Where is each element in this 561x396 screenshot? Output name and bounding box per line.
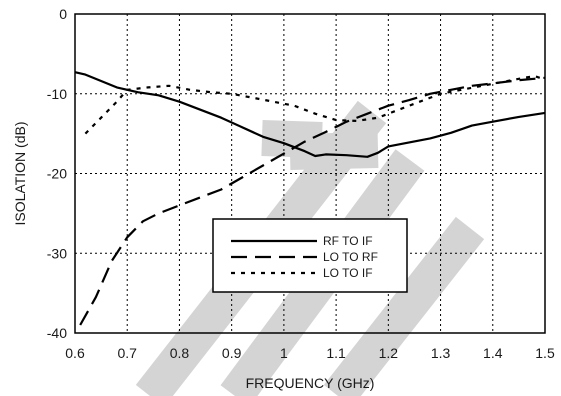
x-axis-ticks: 0.6 0.7 0.8 0.9 1 1.1 1.2 1.3 1.4 1.5 — [65, 345, 555, 361]
x-tick-label: 1.1 — [326, 345, 346, 361]
plot-frame — [74, 13, 546, 334]
series-line-3 — [84, 75, 546, 135]
legend-box — [212, 218, 408, 293]
x-tick-label: 1 — [280, 345, 288, 361]
x-tick-label: 0.8 — [170, 345, 190, 361]
legend-label: RF TO IF — [323, 234, 373, 248]
x-tick-label: 0.9 — [222, 345, 242, 361]
series-line-2 — [79, 76, 546, 326]
legend-label: LO TO IF — [323, 266, 373, 280]
watermark-band — [323, 216, 485, 396]
y-axis-ticks: 0 -10 -20 -30 -40 — [47, 6, 67, 341]
x-tick-label: 1.4 — [483, 345, 503, 361]
x-tick-label: 1.2 — [379, 345, 399, 361]
x-tick-label: 0.6 — [65, 345, 85, 361]
x-tick-label: 1.3 — [431, 345, 451, 361]
y-tick-label: -30 — [47, 245, 67, 261]
legend-label: LO TO RF — [323, 250, 378, 264]
x-tick-label: 0.7 — [117, 345, 137, 361]
series-line-1 — [74, 71, 546, 158]
y-tick-label: -10 — [47, 86, 67, 102]
legend: RF TO IF LO TO RF LO TO IF — [212, 218, 408, 293]
x-tick-label: 1.5 — [535, 345, 555, 361]
watermark-band — [261, 120, 323, 158]
y-tick-label: -20 — [47, 166, 67, 182]
y-tick-label: 0 — [59, 6, 67, 22]
x-axis-label: FREQUENCY (GHz) — [246, 375, 375, 391]
y-axis-label: ISOLATION (dB) — [12, 122, 28, 226]
series-layer — [74, 71, 546, 326]
y-tick-label: -40 — [47, 325, 67, 341]
